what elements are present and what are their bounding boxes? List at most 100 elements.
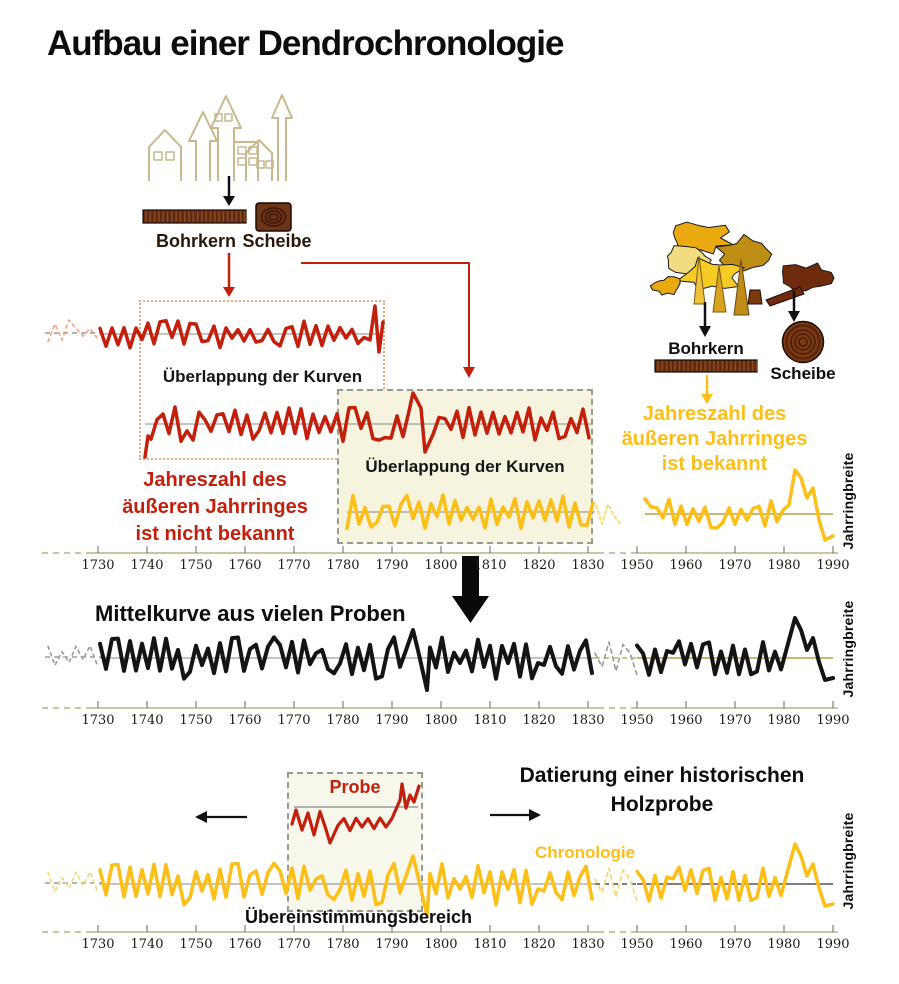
axis-year-label: 1820 [522,713,556,728]
axis-year-label: 1970 [718,713,752,728]
down-arrow-icon [223,176,235,206]
bottom-yellow-lead [47,870,98,893]
axis-year-label: 1770 [277,558,311,573]
axis-year-label: 1740 [130,937,164,952]
red-curve-lead [47,319,98,343]
red-down-arrow-icon [223,253,235,297]
axis-year-label: 1730 [81,937,115,952]
probe-label: Probe [329,777,381,797]
down-arrow-icon-trees [699,302,711,337]
axis-year-label: 1750 [179,937,213,952]
axis-year-label: 1810 [473,558,507,573]
chronology-gap [594,867,638,902]
axis-year-label: 1740 [130,558,164,573]
axis-year-label: 1780 [326,713,360,728]
axis-year-label: 1960 [669,937,703,952]
left-arrow-icon [195,811,247,823]
axis-year-label: 1980 [767,558,801,573]
axis-year-label: 1830 [571,713,605,728]
axis-year-label: 1760 [228,558,262,573]
axis-year-label: 1730 [81,558,115,573]
axis-year-label: 1950 [620,558,654,573]
red-connector-arrow [301,262,475,378]
axis-year-label: 1830 [571,558,605,573]
overlap-yellow-tail [595,503,621,525]
trees-icon [649,221,773,316]
disc-label-top: Scheibe [242,231,312,251]
big-down-arrow-icon [452,556,489,623]
chronology-label: Chronologie [535,843,636,862]
match-range-label: Übereinstimmungsbereich [245,907,473,927]
mean-curve [98,628,594,692]
axis-year-label: 1780 [326,937,360,952]
disc-icon-top [255,202,292,232]
core-label-right: Bohrkern [668,339,744,358]
axis-year-label: 1800 [424,713,458,728]
mean-curve-gap [594,641,638,676]
felled-tree-icon [765,262,835,307]
known-year-text: Jahreszahl des äußeren Jahrringes ist be… [621,403,808,475]
mean-curve-right [635,616,835,682]
axis-year-label: 1980 [767,713,801,728]
axis-year-label: 1770 [277,937,311,952]
disc-label-right: Scheibe [770,364,836,383]
axis-year-label: 1800 [424,937,458,952]
overlap-label-2: Überlappung der Kurven [365,457,565,476]
black-curve-lead [47,644,98,667]
tree-canopy [675,257,746,291]
tree-canopy [781,262,835,293]
disc-icon-right [781,320,825,364]
axis-year-label: 1820 [522,937,556,952]
tree-canopy [649,276,681,296]
right-yellow-curve [643,468,835,542]
probe-curve [290,782,421,845]
ring-width-label-2: Jahrringbreite [840,600,856,698]
axis-year-label: 1770 [277,713,311,728]
tree-canopy [672,221,735,255]
axis-year-label: 1990 [816,558,850,573]
tree-canopy [714,233,773,272]
mean-curve-label: Mittelkurve aus vielen Proben [95,601,406,626]
axis-year-label: 1960 [669,558,703,573]
town-icon [148,94,293,181]
axis-year-label: 1750 [179,713,213,728]
axis-year-label: 1810 [473,713,507,728]
axis-year-label: 1750 [179,558,213,573]
axis-year-label: 1740 [130,713,164,728]
overlap-box-1 [139,300,385,460]
chronology-curve [98,854,594,918]
axis-year-label: 1780 [326,558,360,573]
overlap-yellow-curve [345,493,595,531]
core-sample-icon-right [654,359,758,373]
axis-year-label: 1730 [81,713,115,728]
red-curve-1 [98,304,385,354]
axis-year-label: 1810 [473,937,507,952]
core-label-top: Bohrkern [155,231,236,251]
axis-year-label: 1790 [375,937,409,952]
axis-year-label: 1830 [571,937,605,952]
axis-year-label: 1820 [522,558,556,573]
axis-year-label: 1980 [767,937,801,952]
core-sample-icon-top [142,209,247,224]
axis-year-label: 1760 [228,713,262,728]
axis-year-label: 1990 [816,937,850,952]
down-arrow-icon-disc [788,291,800,322]
axis-year-label: 1800 [424,558,458,573]
yellow-down-arrow-icon [701,375,713,404]
ring-width-label-1: Jahrringbreite [840,452,856,550]
right-arrow-icon [490,809,541,821]
axis-year-label: 1950 [620,713,654,728]
overlap-label-1: Überlappung der Kurven [162,367,363,386]
axis-year-label: 1960 [669,713,703,728]
ring-width-label-3: Jahrringbreite [840,812,856,910]
diagram-title: Aufbau einer Dendrochronologie [47,24,564,63]
unknown-year-text: Jahreszahl des äußeren Jahrringes ist ni… [122,469,308,545]
axis-year-label: 1790 [375,713,409,728]
axis-year-label: 1970 [718,558,752,573]
red-curve-2 [143,391,591,459]
axis-year-label: 1760 [228,937,262,952]
dating-title: Datierung einer historischen Holzprobe [519,764,805,816]
chronology-curve-right [635,842,835,908]
